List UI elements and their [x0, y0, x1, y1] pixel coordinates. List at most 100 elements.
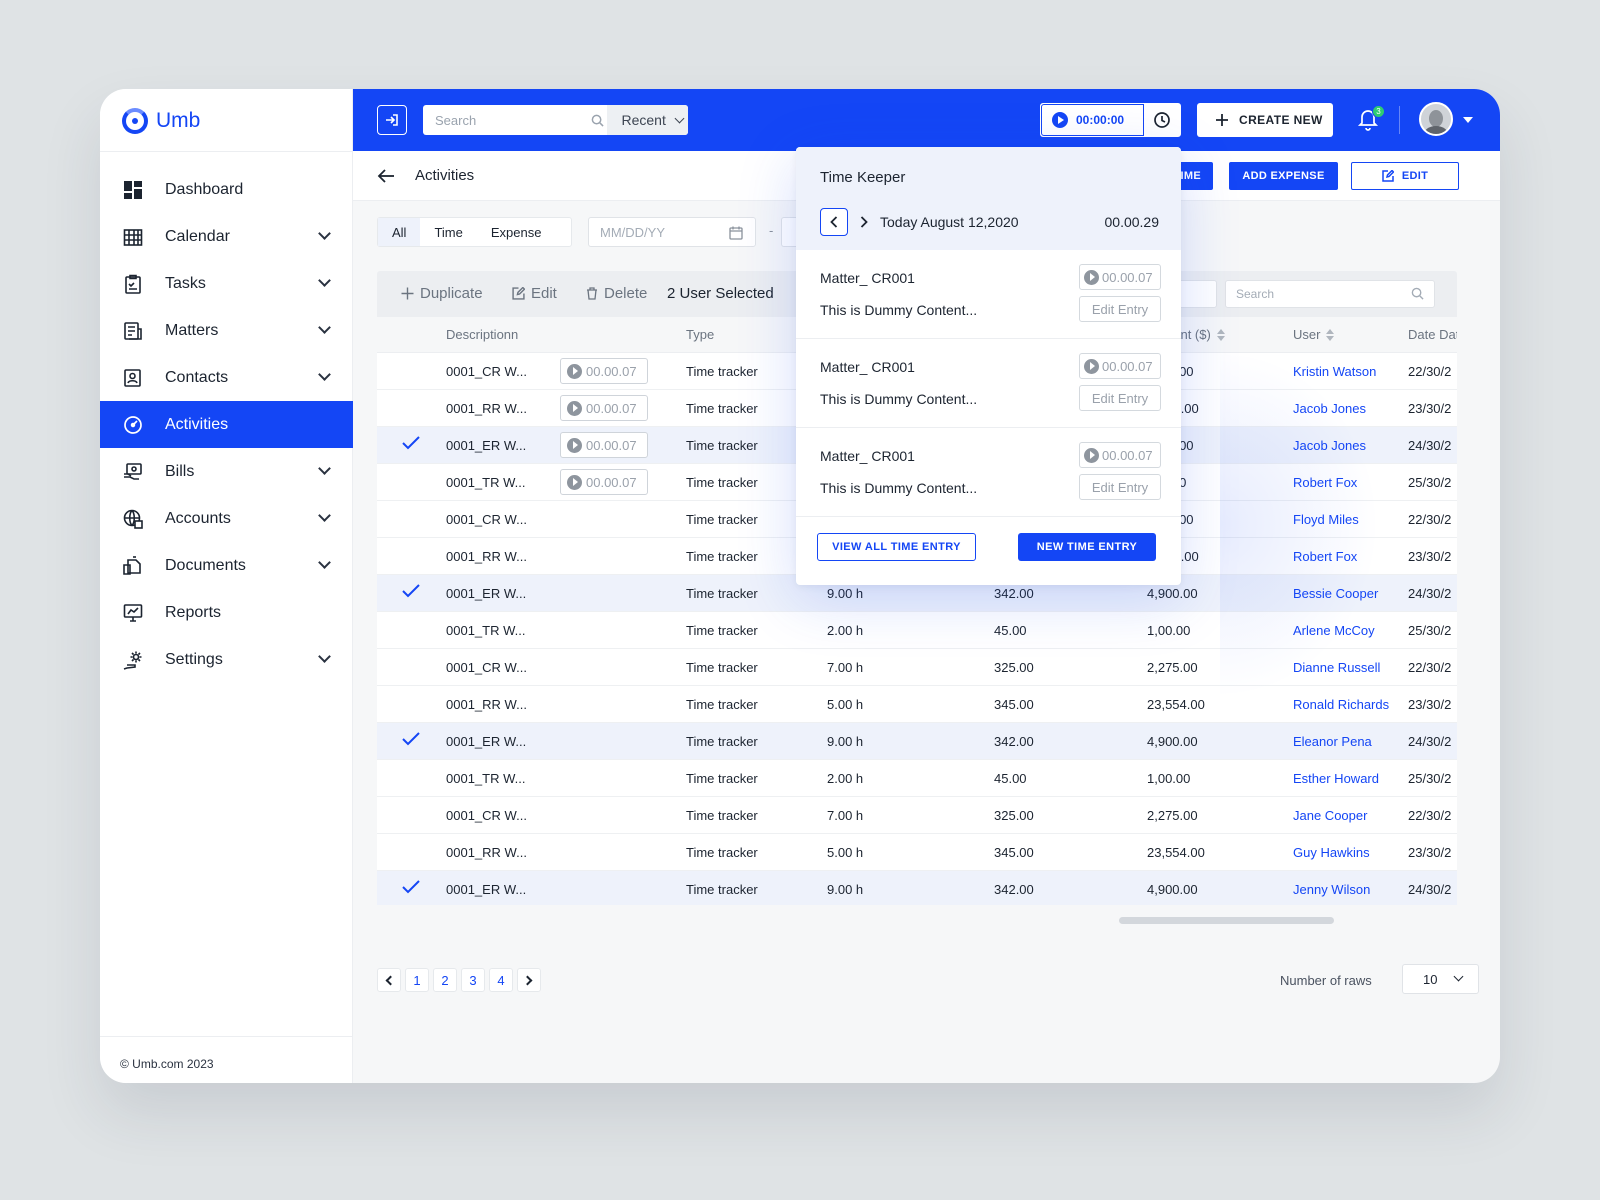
recent-dropdown[interactable]: Recent — [607, 105, 688, 135]
create-new-button[interactable]: CREATE NEW — [1197, 103, 1333, 137]
table-row[interactable]: 0001_CR W... Time tracker 7.00 h 325.00 2,27… — [377, 797, 1457, 834]
search-icon[interactable] — [588, 105, 607, 135]
row-timer-button[interactable]: 00.00.07 — [560, 432, 648, 458]
sidebar-item-settings[interactable]: Settings — [100, 636, 353, 683]
next-day-button[interactable] — [852, 208, 876, 236]
sidebar-item-dashboard[interactable]: Dashboard — [100, 166, 353, 213]
page-4-button[interactable]: 4 — [489, 968, 513, 992]
sort-icon[interactable] — [1326, 328, 1335, 341]
sidebar-item-matters[interactable]: Matters — [100, 307, 353, 354]
sort-icon[interactable] — [1216, 328, 1225, 341]
sidebar-item-reports[interactable]: Reports — [100, 589, 353, 636]
cell-user-link[interactable]: Guy Hawkins — [1293, 845, 1370, 860]
time-entry-timer-button[interactable]: 00.00.07 — [1079, 264, 1161, 290]
table-search-input[interactable]: Search — [1225, 280, 1435, 308]
time-entry-timer-button[interactable]: 00.00.07 — [1079, 353, 1161, 379]
chevron-down-icon[interactable] — [318, 227, 331, 240]
chevron-down-icon[interactable] — [318, 509, 331, 522]
edit-entry-button[interactable]: Edit Entry — [1079, 385, 1161, 411]
add-expense-button[interactable]: ADD EXPENSE — [1229, 162, 1338, 190]
column-header-description[interactable]: Descriptionn — [446, 327, 518, 342]
checkmark-icon[interactable] — [402, 436, 420, 450]
timer-start-button[interactable]: 00:00:00 — [1041, 104, 1144, 136]
page-1-button[interactable]: 1 — [405, 968, 429, 992]
logout-icon — [386, 114, 398, 126]
time-keeper-toggle[interactable] — [1144, 104, 1180, 136]
cell-user-link[interactable]: Esther Howard — [1293, 771, 1379, 786]
edit-entry-button[interactable]: Edit Entry — [1079, 474, 1161, 500]
table-row[interactable]: 0001_RR W... Time tracker 5.00 h 345.00 23,5… — [377, 686, 1457, 723]
sidebar-item-activities[interactable]: Activities — [100, 401, 353, 448]
table-row[interactable]: 0001_CR W... Time tracker 7.00 h 325.00 2,27… — [377, 649, 1457, 686]
chevron-down-icon[interactable] — [318, 321, 331, 334]
collapse-sidebar-button[interactable] — [377, 105, 407, 135]
row-timer-button[interactable]: 00.00.07 — [560, 469, 648, 495]
rows-per-page-select[interactable]: 10 — [1402, 964, 1479, 994]
cell-user-link[interactable]: Jane Cooper — [1293, 808, 1368, 823]
back-arrow-icon[interactable] — [377, 168, 395, 184]
cell-user-link[interactable]: Eleanor Pena — [1293, 734, 1372, 749]
row-timer-button[interactable]: 00.00.07 — [560, 358, 648, 384]
next-page-button[interactable] — [517, 968, 541, 992]
date-from-field[interactable]: MM/DD/YY — [588, 217, 756, 247]
chevron-down-icon[interactable] — [318, 368, 331, 381]
sidebar-item-contacts[interactable]: Contacts — [100, 354, 353, 401]
chevron-down-icon[interactable] — [318, 274, 331, 287]
edit-entry-button[interactable]: Edit Entry — [1079, 296, 1161, 322]
column-header-type[interactable]: Type — [686, 327, 714, 342]
previous-page-button[interactable] — [377, 968, 401, 992]
search-input[interactable] — [423, 105, 588, 135]
calendar-icon[interactable] — [729, 226, 743, 240]
chevron-down-icon[interactable] — [318, 650, 331, 663]
checkmark-icon[interactable] — [402, 732, 420, 746]
new-time-entry-button[interactable]: NEW TIME ENTRY — [1018, 533, 1156, 561]
column-header-user[interactable]: User — [1293, 327, 1335, 342]
sidebar-item-bills[interactable]: Bills — [100, 448, 353, 495]
cell-user-link[interactable]: Ronald Richards — [1293, 697, 1390, 712]
cell-user-link[interactable]: Arlene McCoy — [1293, 623, 1375, 638]
table-row[interactable]: 0001_TR W... Time tracker 2.00 h 45.00 1,00.… — [377, 612, 1457, 649]
edit-button[interactable]: EDIT — [1351, 162, 1459, 190]
caret-down-icon[interactable] — [1463, 117, 1473, 123]
checkmark-icon[interactable] — [402, 880, 420, 894]
previous-day-button[interactable] — [820, 208, 848, 236]
cell-user-link[interactable]: Floyd Miles — [1293, 512, 1359, 527]
cell-user-link[interactable]: Jacob Jones — [1293, 401, 1366, 416]
table-row[interactable]: 0001_ER W... Time tracker 9.00 h 342.00 4,90… — [377, 871, 1457, 905]
cell-user-link[interactable]: Jenny Wilson — [1293, 882, 1371, 897]
cell-user-link[interactable]: Dianne Russell — [1293, 660, 1381, 675]
column-header-date[interactable]: Date Dat — [1408, 327, 1457, 342]
duplicate-button[interactable]: Duplicate — [401, 285, 483, 302]
search-icon[interactable] — [1411, 287, 1424, 300]
cell-user-link[interactable]: Robert Fox — [1293, 475, 1358, 490]
table-row[interactable]: 0001_RR W... Time tracker 5.00 h 345.00 23,5… — [377, 834, 1457, 871]
chevron-down-icon[interactable] — [318, 462, 331, 475]
notifications-button[interactable]: 3 — [1357, 105, 1385, 133]
tab-all[interactable]: All — [378, 218, 421, 246]
cell-user-link[interactable]: Bessie Cooper — [1293, 586, 1379, 601]
table-row[interactable]: 0001_ER W... Time tracker 9.00 h 342.00 4,90… — [377, 723, 1457, 760]
tab-expense[interactable]: Expense — [490, 224, 542, 240]
row-timer-button[interactable]: 00.00.07 — [560, 395, 648, 421]
cell-user-link[interactable]: Kristin Watson — [1293, 364, 1377, 379]
sidebar-item-calendar[interactable]: Calendar — [100, 213, 353, 260]
bulk-edit-button[interactable]: Edit — [512, 285, 557, 302]
table-row[interactable]: 0001_TR W... Time tracker 2.00 h 45.00 1,00.… — [377, 760, 1457, 797]
time-entry-timer-button[interactable]: 00.00.07 — [1079, 442, 1161, 468]
sidebar-item-accounts[interactable]: Accounts — [100, 495, 353, 542]
logo[interactable]: Umb — [122, 107, 200, 135]
user-avatar[interactable] — [1419, 102, 1453, 136]
tab-time[interactable]: Time — [434, 224, 463, 240]
page-3-button[interactable]: 3 — [461, 968, 485, 992]
delete-button[interactable]: Delete — [586, 285, 647, 302]
chevron-down-icon[interactable] — [318, 556, 331, 569]
cell-user-link[interactable]: Jacob Jones — [1293, 438, 1366, 453]
page-2-button[interactable]: 2 — [433, 968, 457, 992]
checkmark-icon[interactable] — [402, 584, 420, 598]
view-all-time-entry-button[interactable]: VIEW ALL TIME ENTRY — [817, 533, 976, 561]
horizontal-scrollbar[interactable] — [1119, 917, 1334, 924]
sidebar-item-tasks[interactable]: Tasks — [100, 260, 353, 307]
sidebar-item-documents[interactable]: Documents — [100, 542, 353, 589]
cell-user-link[interactable]: Robert Fox — [1293, 549, 1358, 564]
